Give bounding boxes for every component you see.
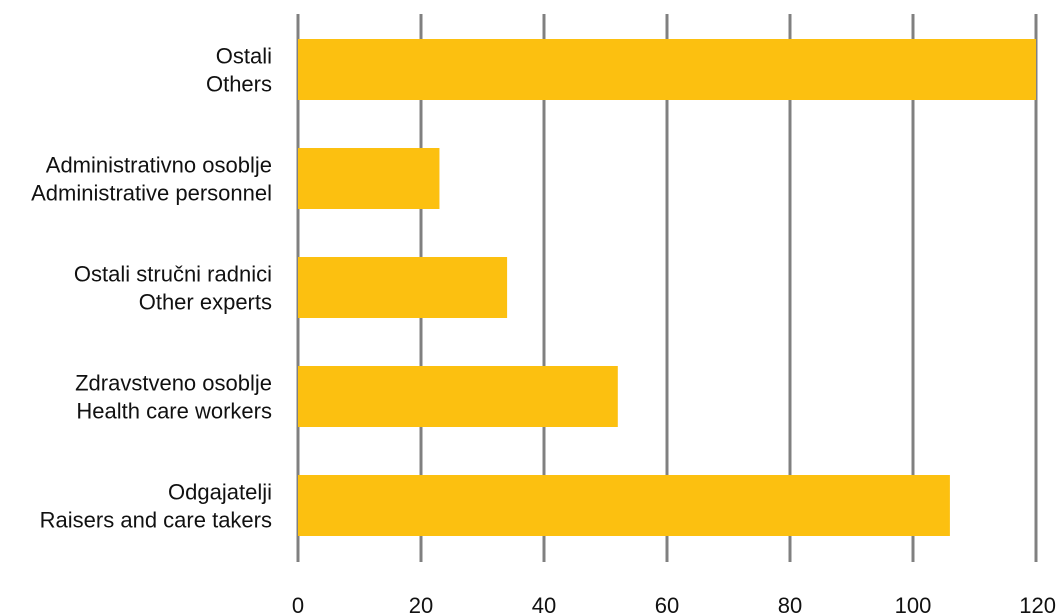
x-tick-label-0: 0 xyxy=(292,593,304,615)
bar-2 xyxy=(298,257,508,318)
bar-0 xyxy=(298,39,1036,100)
category-label-line-2-1: Other experts xyxy=(139,290,272,315)
x-tick-label-100: 100 xyxy=(895,593,932,615)
x-tick-label-20: 20 xyxy=(409,593,433,615)
category-label-line-4-0: Odgajatelji xyxy=(168,480,272,505)
x-tick-label-80: 80 xyxy=(778,593,802,615)
category-label-line-0-0: Ostali xyxy=(216,44,272,69)
x-tick-label-60: 60 xyxy=(655,593,679,615)
category-label-0: Ostali Others xyxy=(206,44,272,97)
category-label-1: Administrativno osoblje Administrative pe… xyxy=(31,153,272,206)
x-tick-label-40: 40 xyxy=(532,593,556,615)
category-label-line-3-0: Zdravstveno osoblje xyxy=(75,371,272,396)
category-label-2: Ostali stručni radnici Other experts xyxy=(74,262,272,315)
category-label-line-1-1: Administrative personnel xyxy=(31,181,272,206)
category-label-line-4-1: Raisers and care takers xyxy=(40,508,272,533)
bars xyxy=(298,39,1036,536)
category-label-4: Odgajatelji Raisers and care takers xyxy=(40,480,272,533)
bar-3 xyxy=(298,366,618,427)
category-label-line-3-1: Health care workers xyxy=(76,399,272,424)
x-tick-label-120: 120 xyxy=(1019,593,1056,615)
x-axis-tick-labels: 0 20 40 60 80 100 120 xyxy=(292,593,1056,615)
category-label-3: Zdravstveno osoblje Health care workers xyxy=(75,371,272,424)
bar-4 xyxy=(298,475,950,536)
category-label-line-0-1: Others xyxy=(206,72,272,97)
category-label-line-2-0: Ostali stručni radnici xyxy=(74,262,272,287)
bar-1 xyxy=(298,148,440,209)
category-label-line-1-0: Administrativno osoblje xyxy=(46,153,272,178)
